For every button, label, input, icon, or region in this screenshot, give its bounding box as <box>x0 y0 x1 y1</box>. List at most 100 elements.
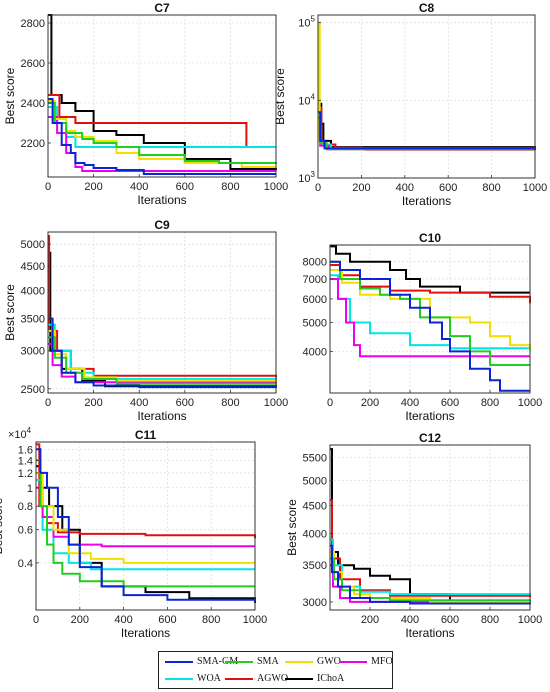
series-group <box>330 245 531 392</box>
legend-swatch <box>285 678 313 680</box>
y-tick-label: 4000 <box>303 528 327 540</box>
x-axis-label: Iterations <box>121 626 170 640</box>
x-tick-label: 400 <box>130 397 148 409</box>
legend-swatch <box>165 678 193 680</box>
x-tick-label: 400 <box>396 182 414 194</box>
series-sma-line <box>318 116 536 151</box>
x-tick-label: 400 <box>114 614 132 626</box>
chart-title: C12 <box>419 431 441 445</box>
y-tick-label: 2600 <box>21 58 45 70</box>
y-tick-label: 5000 <box>303 475 327 487</box>
x-tick-label: 200 <box>361 397 379 409</box>
y-tick-label: 104 <box>298 92 315 107</box>
plot-frame <box>317 14 536 179</box>
y-tick-label: 8000 <box>303 257 327 269</box>
x-axis-label: Iterations <box>137 409 186 423</box>
series-woa-line <box>330 538 531 596</box>
y-axis-label: Best score <box>3 67 17 124</box>
chart-title: C9 <box>154 218 170 232</box>
x-tick-label: 0 <box>315 182 321 194</box>
series-agwo-line <box>330 499 531 598</box>
y-tick-label: 3000 <box>303 597 327 609</box>
series-agwo-line <box>48 94 276 148</box>
y-tick-label: 1.4 <box>18 455 33 467</box>
x-tick-label: 600 <box>441 397 459 409</box>
x-tick-label: 200 <box>84 397 102 409</box>
x-tick-label: 1000 <box>264 397 288 409</box>
series-agwo-line <box>36 443 256 539</box>
x-tick-label: 200 <box>84 181 102 193</box>
series-ichoa-line <box>318 102 536 150</box>
x-tick-label: 1000 <box>264 181 288 193</box>
chart-c11: 0 200 400 600 800 1000 0.4 0.6 0.8 1 1.21.41.6 C11 I… <box>0 426 267 640</box>
y-tick-label: 4500 <box>303 500 327 512</box>
y-tick-label: 5000 <box>303 318 327 330</box>
legend-swatch <box>225 678 253 680</box>
chart-title: C7 <box>154 1 170 15</box>
x-tick-label: 400 <box>401 614 419 626</box>
y-tick-label: 2400 <box>21 98 45 110</box>
chart-c8: 0 200 400 600 800 1000 103 104 105 C8 Iterations Be… <box>273 1 547 208</box>
x-tick-label: 400 <box>130 181 148 193</box>
series-gwo-line <box>318 21 536 150</box>
x-tick-label: 800 <box>202 614 220 626</box>
plot-frame <box>329 244 531 394</box>
series-group <box>330 448 531 605</box>
chart-c9: 0 200 400 600 800 1000 2500 3000 3500 4000 4500 500… <box>3 218 288 423</box>
y-axis-label: Best score <box>273 68 287 125</box>
y-tick-label: 5000 <box>21 239 45 251</box>
y-tick-label: 105 <box>298 15 315 30</box>
y-tick-label: 5500 <box>303 453 327 465</box>
y-tick-label: 4000 <box>21 286 45 298</box>
series-sma-gm-line <box>36 448 256 602</box>
y-axis-label: Best score <box>3 284 17 341</box>
chart-c10: 0 200 400 600 800 1000 4000 5000 6000 7000 8000 C10… <box>303 231 543 423</box>
y-tick-label: 1.6 <box>18 444 33 456</box>
chart-title: C11 <box>135 428 157 442</box>
x-tick-label: 1000 <box>523 182 547 194</box>
y-tick-label: 4000 <box>303 346 327 358</box>
x-tick-label: 600 <box>441 614 459 626</box>
y-tick-label: 0.4 <box>18 558 33 570</box>
grid <box>317 15 536 179</box>
x-tick-label: 0 <box>327 397 333 409</box>
legend-label: WOA <box>197 673 221 684</box>
y-tick-label: 0.6 <box>18 525 33 537</box>
legend-swatch <box>225 661 253 663</box>
chart-c7: 0 200 400 600 800 1000 2200 2400 2600 2800 C7 Itera… <box>3 1 288 207</box>
y-tick-label: 4500 <box>21 261 45 273</box>
plot-frame <box>329 444 531 611</box>
series-group <box>48 14 277 175</box>
y-tick-label: 103 <box>298 170 315 185</box>
series-group <box>48 235 277 389</box>
series-sma-line <box>48 102 277 164</box>
series-sma-gm-line <box>48 317 277 389</box>
legend-swatch <box>165 661 193 663</box>
y-axis-label: Best score <box>0 497 5 554</box>
series-sma-line <box>36 459 255 588</box>
x-tick-label: 0 <box>45 181 51 193</box>
chart-title: C8 <box>419 1 435 15</box>
x-tick-label: 200 <box>361 614 379 626</box>
legend-swatch <box>285 661 313 663</box>
legend-label: SMA-GM <box>197 656 239 667</box>
series-group <box>36 443 256 603</box>
x-axis-label: Iterations <box>405 409 454 423</box>
series-ichoa-line <box>48 251 277 388</box>
y-tick-label: 2500 <box>21 384 45 396</box>
x-axis-label: Iterations <box>405 626 454 640</box>
legend-label: SMA <box>257 656 279 667</box>
x-tick-label: 800 <box>482 182 500 194</box>
y-axis-label: Best score <box>285 499 299 556</box>
y-tick-label: 2800 <box>21 18 45 30</box>
y-tick-label: 6000 <box>303 294 327 306</box>
series-gwo-line <box>48 100 276 168</box>
legend-swatch <box>339 661 367 663</box>
plot-frame <box>35 441 256 611</box>
y-tick-label: 2200 <box>21 138 45 150</box>
y-tick-label: 1 <box>27 483 33 495</box>
y-tick-label: 3500 <box>21 314 45 326</box>
series-sma-gm-line <box>330 260 530 392</box>
x-tick-label: 200 <box>71 614 89 626</box>
